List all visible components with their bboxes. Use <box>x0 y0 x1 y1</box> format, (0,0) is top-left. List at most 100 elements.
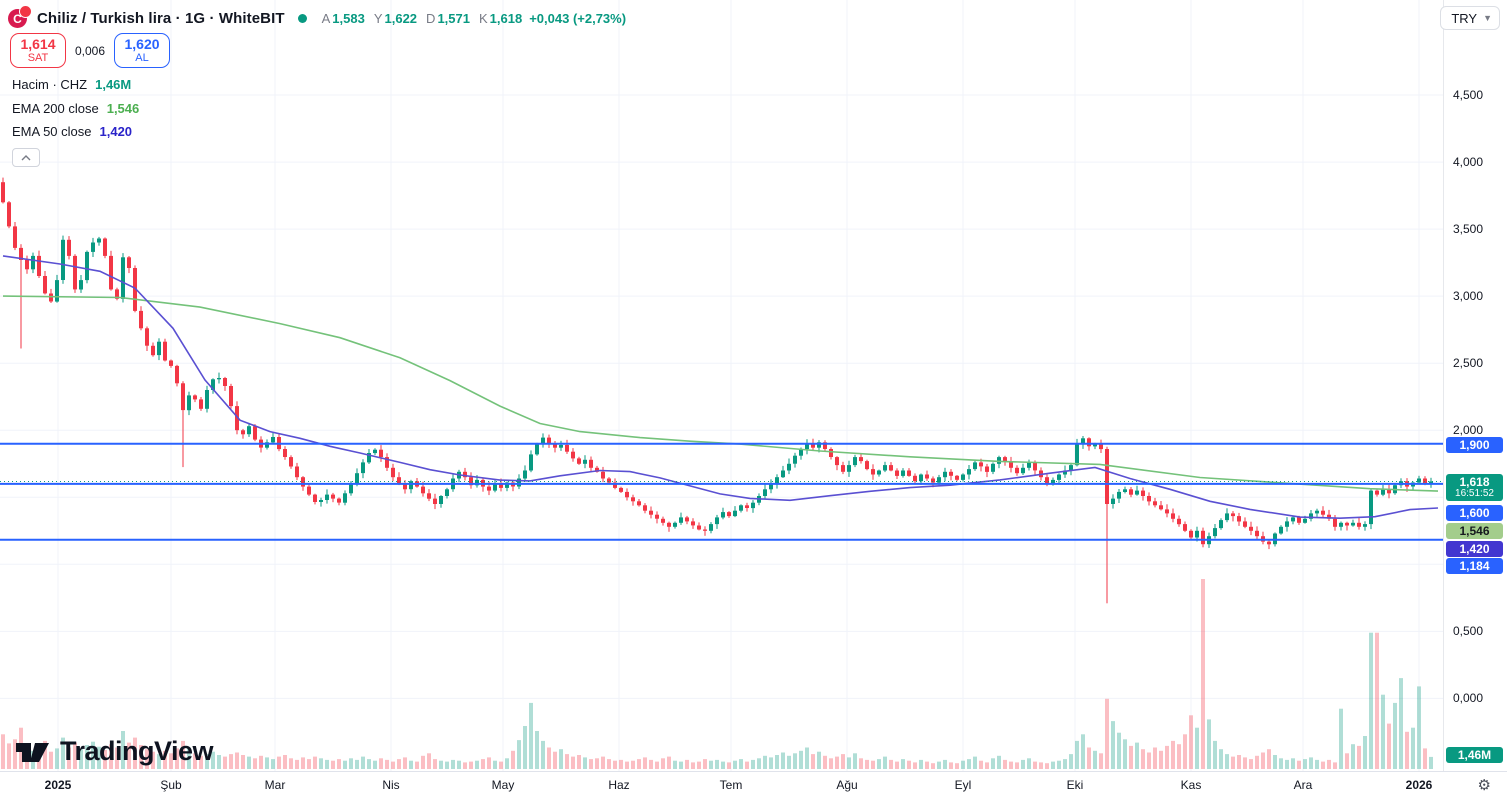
time-axis-label-Mar[interactable]: Mar <box>264 778 286 792</box>
volume-bar <box>955 763 959 769</box>
volume-bar <box>445 761 449 769</box>
volume-bar <box>481 759 485 769</box>
candle-body <box>829 449 833 457</box>
candle-body <box>343 493 347 503</box>
time-axis-label-Tem[interactable]: Tem <box>719 778 743 792</box>
legend-ema200-row[interactable]: EMA 200 close 1,546 <box>12 101 139 116</box>
candle-body <box>265 442 269 448</box>
volume-bar <box>1177 744 1181 769</box>
time-axis-label-May[interactable]: May <box>491 778 515 792</box>
candle-body <box>793 455 797 464</box>
volume-bar <box>1219 749 1223 769</box>
volume-bar <box>1273 755 1277 769</box>
time-axis-label-Haz[interactable]: Haz <box>608 778 630 792</box>
candle-body <box>541 437 545 444</box>
candle-body <box>421 486 425 494</box>
candle-body <box>1327 514 1331 519</box>
volume-bar <box>637 759 641 769</box>
candle-body <box>409 481 413 490</box>
time-axis-label-Nis[interactable]: Nis <box>382 778 400 792</box>
volume-bar <box>583 757 587 769</box>
candle-body <box>73 255 77 290</box>
volume-bar <box>1327 759 1331 769</box>
volume-bar <box>1003 759 1007 769</box>
price-axis[interactable]: 4,500 4,000 3,500 3,000 2,500 2,000 0,500 0,000… <box>1443 0 1507 772</box>
price-badge-ema200-value: 1,546 <box>1446 523 1503 539</box>
time-axis-label-2026[interactable]: 2026 <box>1405 778 1433 792</box>
legend-volume-row[interactable]: Hacim · CHZ 1,46M <box>12 77 131 92</box>
candle-body <box>379 449 383 458</box>
candle-body <box>1255 530 1259 537</box>
settings-gear-icon[interactable]: ⚙ <box>1477 777 1491 794</box>
candle-body <box>1117 491 1121 499</box>
ema200-line[interactable] <box>2 295 1439 492</box>
volume-bar <box>901 759 905 769</box>
volume-bar <box>1255 755 1259 769</box>
volume-bar <box>865 759 869 769</box>
candle-body <box>865 461 869 470</box>
candle-body <box>1123 489 1127 492</box>
candle-body <box>553 443 557 448</box>
ohlc-key-D: D <box>426 10 436 26</box>
candle-body <box>1153 501 1157 506</box>
time-axis-label-Ağu[interactable]: Ağu <box>836 778 858 792</box>
candle-body <box>1021 467 1025 474</box>
candle-body <box>571 451 575 459</box>
volume-bar <box>895 761 899 769</box>
candle-body <box>55 280 59 302</box>
volume-bar <box>1171 740 1175 769</box>
volume-bar <box>1369 632 1373 769</box>
legend-ema50-row[interactable]: EMA 50 close 1,420 <box>12 124 132 139</box>
time-axis[interactable]: ⚙ 2025 Şub Mar Nis May Haz Tem Ağu Eyl Eki Kas Ara 2… <box>0 771 1507 800</box>
candle-body <box>781 470 785 478</box>
candle-body <box>85 251 89 281</box>
candle-body <box>823 442 827 449</box>
sell-button[interactable]: 1,614 SAT <box>10 33 66 68</box>
buy-button[interactable]: 1,620 AL <box>114 33 171 68</box>
ohlc-key-A: A <box>321 10 331 26</box>
volume-bar <box>151 751 155 769</box>
ema50-legend-value: 1,420 <box>99 124 133 139</box>
time-axis-label-2025[interactable]: 2025 <box>44 778 72 792</box>
volume-bar <box>1045 763 1049 769</box>
candle-body <box>211 379 215 390</box>
ema50-line[interactable] <box>2 255 1439 520</box>
volume-bar <box>1297 760 1301 769</box>
candle-body <box>673 522 677 527</box>
volume-bar <box>991 758 995 769</box>
candle-body <box>313 494 317 502</box>
candle-body <box>847 465 851 472</box>
volume-bar <box>367 759 371 769</box>
candle-body <box>463 471 467 478</box>
currency-button[interactable]: TRY ▼ <box>1440 6 1500 30</box>
volume-bar <box>847 757 851 769</box>
volume-bar <box>397 759 401 769</box>
candle-body <box>229 386 233 407</box>
volume-bar <box>379 758 383 769</box>
candle-body <box>1147 496 1151 502</box>
candle-wick <box>1232 511 1234 522</box>
volume-bar <box>1321 761 1325 769</box>
time-axis-label-Ara[interactable]: Ara <box>1293 778 1313 792</box>
volume-bar <box>1357 745 1361 769</box>
symbol-title[interactable]: Chiliz / Turkish lira · 1G · WhiteBIT <box>37 9 285 27</box>
candle-body <box>577 458 581 464</box>
candle-body <box>937 477 941 483</box>
candle-body <box>955 475 959 480</box>
candle-body <box>1417 478 1421 483</box>
candle-body <box>817 442 821 448</box>
volume-bar <box>811 754 815 769</box>
volume-bar <box>943 759 947 769</box>
collapse-legend-button[interactable] <box>12 148 40 167</box>
volume-bar <box>241 755 245 769</box>
time-axis-label-Kas[interactable]: Kas <box>1180 778 1202 792</box>
volume-bar <box>733 760 737 769</box>
candle-body <box>31 255 35 270</box>
volume-bar <box>673 760 677 769</box>
candle-body <box>469 477 473 486</box>
time-axis-label-Şub[interactable]: Şub <box>160 778 182 792</box>
time-axis-label-Eyl[interactable]: Eyl <box>954 778 972 792</box>
time-axis-label-Eki[interactable]: Eki <box>1066 778 1084 792</box>
candle-body <box>1363 524 1367 527</box>
